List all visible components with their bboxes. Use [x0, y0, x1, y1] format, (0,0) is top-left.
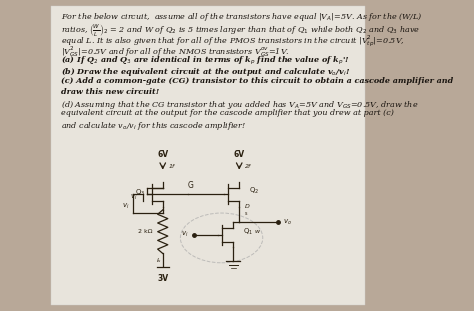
Text: ratios, $\left(\frac{W}{L}\right)_2$ = 2 and W of Q$_2$ is 5 times larger than t: ratios, $\left(\frac{W}{L}\right)_2$ = 2…	[61, 22, 419, 39]
Text: For the below circuit,  assume all of the transistors have equal |V$_A$|=5V. As : For the below circuit, assume all of the…	[61, 11, 422, 23]
Text: I$_s$: I$_s$	[156, 257, 162, 266]
Text: Q$_3$: Q$_3$	[135, 188, 145, 198]
Text: and calculate v$_o$/v$_i$ for this cascode amplifier!: and calculate v$_o$/v$_i$ for this casco…	[61, 120, 246, 132]
Text: 2f: 2f	[245, 164, 251, 169]
Text: Q$_1$: Q$_1$	[243, 227, 253, 237]
Text: D: D	[245, 204, 250, 209]
Text: 6V: 6V	[157, 150, 168, 159]
Text: v$_i$: v$_i$	[181, 230, 188, 239]
Text: G: G	[187, 181, 193, 190]
Text: 3V: 3V	[157, 274, 168, 283]
Text: 6V: 6V	[234, 150, 245, 159]
Text: equivalent circuit at the output for the cascode amplifier that you drew at part: equivalent circuit at the output for the…	[61, 109, 394, 118]
Text: v$_i$: v$_i$	[122, 202, 129, 211]
FancyBboxPatch shape	[51, 6, 365, 305]
Text: (d) Assuming that the CG transistor that you added has V$_A$=5V and V$_{GS}$=0.5: (d) Assuming that the CG transistor that…	[61, 99, 418, 111]
Text: v$_o$: v$_o$	[283, 218, 292, 227]
Text: v$_i$: v$_i$	[130, 193, 137, 202]
Text: (b) Draw the equivalent circuit at the output and calculate v$_o$/v$_i$!: (b) Draw the equivalent circuit at the o…	[61, 66, 350, 78]
Text: 1f: 1f	[169, 164, 175, 169]
Text: (c) Add a common-gate (CG) transistor to this circuit to obtain a cascode amplif: (c) Add a common-gate (CG) transistor to…	[61, 77, 453, 85]
Text: |V$^2_{GS}$|=0.5V and for all of the NMOS transistors V$^{ov}_{GS}$=1V.: |V$^2_{GS}$|=0.5V and for all of the NMO…	[61, 44, 290, 59]
Text: s: s	[245, 211, 247, 216]
Text: equal L. It is also given that for all of the PMOS transistors in the circuit |V: equal L. It is also given that for all o…	[61, 33, 405, 49]
Text: draw this new circuit!: draw this new circuit!	[61, 88, 159, 96]
Text: (a) If Q$_2$ and Q$_3$ are identical in terms of k$_p$ find the value of k$_p$'!: (a) If Q$_2$ and Q$_3$ are identical in …	[61, 55, 350, 67]
Text: Q$_2$: Q$_2$	[249, 186, 259, 196]
Text: w: w	[255, 229, 260, 234]
Text: 2 kΩ: 2 kΩ	[138, 229, 153, 234]
